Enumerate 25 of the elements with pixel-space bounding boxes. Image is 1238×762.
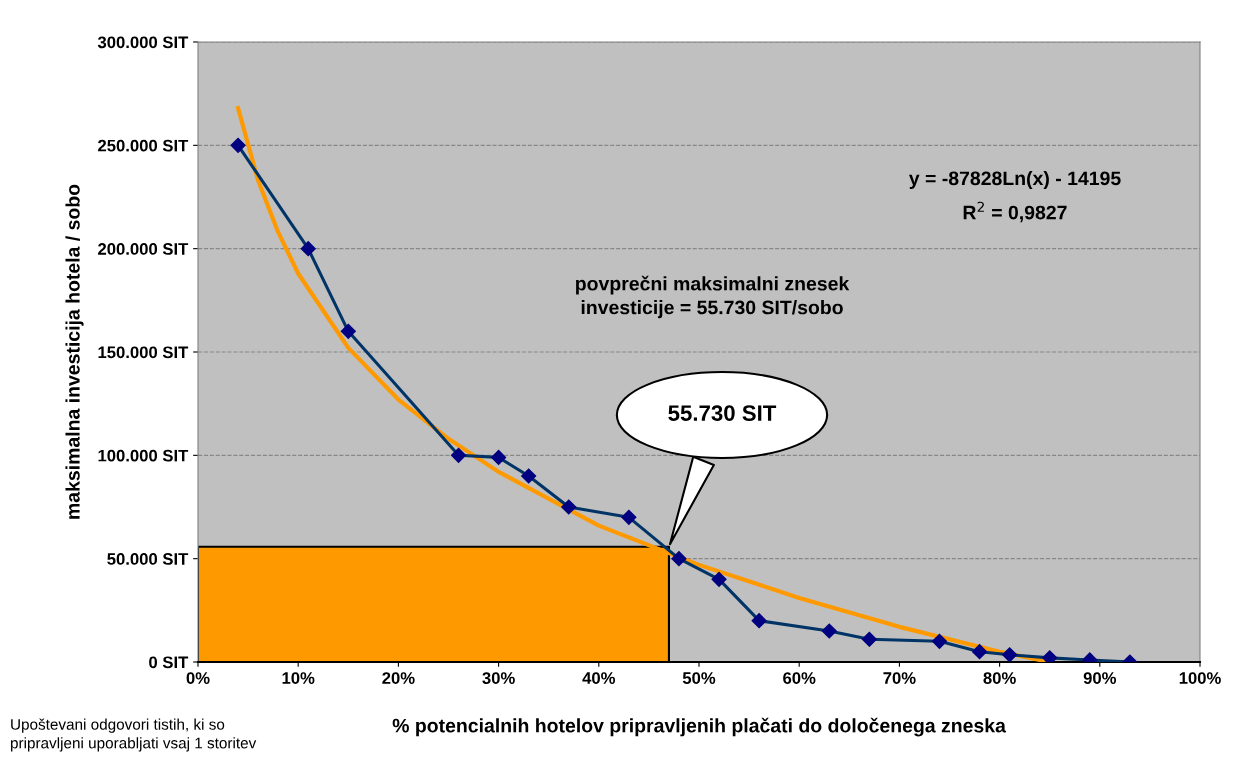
- x-tick-label: 50%: [682, 672, 716, 684]
- annotation: 55.730 SIT: [668, 405, 777, 421]
- x-tick-label: 100%: [1179, 672, 1221, 684]
- annotation: y = -87828Ln(x) - 14195: [908, 170, 1121, 190]
- text: Upoštevani odgovori tistih, ki so pripravljeni uporabljati vsaj 1 storitev: [10, 718, 257, 752]
- x-tick-label: 40%: [582, 672, 616, 684]
- y-tick-label: 200.000 SIT: [98, 243, 189, 255]
- x-axis-title: % potencialnih hotelov pripravljenih plačati do določenega zneska: [392, 717, 1006, 737]
- x-tick-label: 60%: [783, 672, 816, 684]
- x-tick-label: 0%: [186, 672, 210, 684]
- x-tick-label: 30%: [482, 672, 515, 684]
- y-tick-label: 50.000 SIT: [107, 553, 189, 565]
- x-tick-label: 90%: [1083, 672, 1117, 684]
- y-tick-label: 150.000 SIT: [98, 346, 189, 359]
- annotation: R$^{2}$ = 0,9827: [963, 201, 1067, 223]
- x-tick-label: 80%: [983, 672, 1016, 684]
- y-tick-label: 250.000 SIT: [98, 139, 189, 152]
- x-tick-label: 20%: [382, 672, 415, 684]
- y-tick-label: 100.000 SIT: [98, 449, 189, 462]
- annotation: povprečni maksimalni znesek investicije = 55.730 SIT/sobo: [576, 275, 850, 319]
- x-tick-label: 10%: [282, 672, 315, 684]
- x-tick-label: 70%: [883, 672, 916, 684]
- y-tick-label: 0 SIT: [149, 656, 189, 669]
- y-tick-label: 300.000 SIT: [97, 36, 189, 49]
- y-axis-title: maksimalna investicija hotela / sobo: [65, 184, 84, 519]
